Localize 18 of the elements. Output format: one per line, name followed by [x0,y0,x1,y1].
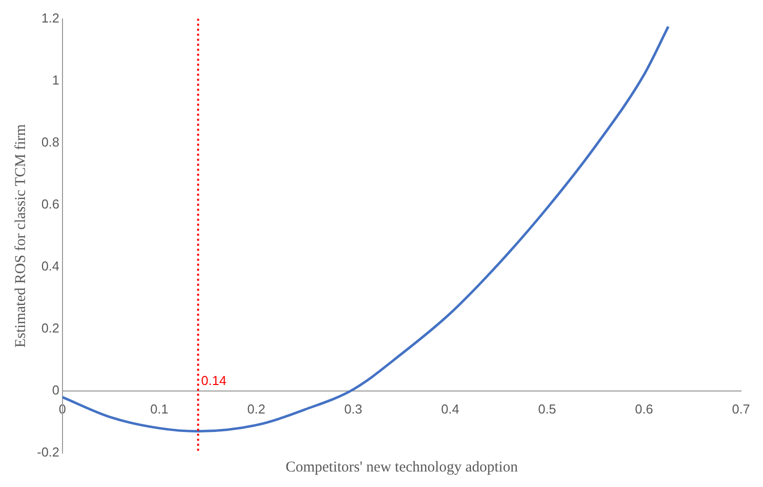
y-tick-label: 0.6 [41,196,60,212]
y-tick-label: 0.8 [41,134,60,150]
ref-line-label: 0.14 [201,373,226,388]
x-tick-label: 0.3 [344,401,362,416]
y-tick-label: 0 [52,382,60,398]
y-tick-label: -0.2 [36,444,60,460]
x-axis-title: Competitors' new technology adoption [286,459,518,476]
y-tick-label: 1 [52,72,60,88]
y-axis-title: Estimated ROS for classic TCM firm [12,124,29,348]
x-tick-label: 0.7 [732,401,750,416]
x-tick-label: 0.5 [538,401,556,416]
x-tick-label: 0.4 [441,401,460,416]
x-tick-label: 0.1 [150,401,168,416]
y-tick-label: 0.2 [41,320,60,336]
x-tick-label: 0.2 [247,401,266,416]
y-tick-label: 0.4 [41,258,60,274]
y-tick-label: 1.2 [41,10,60,26]
x-tick-label: 0.6 [635,401,654,416]
